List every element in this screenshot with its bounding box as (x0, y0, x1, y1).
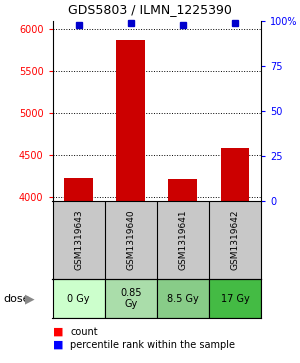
Text: GDS5803 / ILMN_1225390: GDS5803 / ILMN_1225390 (68, 3, 232, 16)
Text: ■: ■ (52, 327, 63, 337)
Bar (220, 147, 249, 201)
Text: percentile rank within the sample: percentile rank within the sample (70, 340, 236, 350)
Text: ▶: ▶ (25, 292, 35, 305)
Bar (209, 279, 261, 318)
Text: 17 Gy: 17 Gy (220, 294, 249, 303)
Text: GSM1319642: GSM1319642 (230, 210, 239, 270)
Text: 0 Gy: 0 Gy (67, 294, 90, 303)
Bar (64, 178, 93, 201)
Text: GSM1319641: GSM1319641 (178, 210, 187, 270)
Bar (157, 279, 209, 318)
Text: count: count (70, 327, 98, 337)
Text: dose: dose (3, 294, 29, 303)
Bar (169, 179, 197, 201)
Bar (52, 279, 105, 318)
Text: GSM1319643: GSM1319643 (74, 210, 83, 270)
Bar (116, 40, 145, 201)
Bar (105, 279, 157, 318)
Text: 0.85
Gy: 0.85 Gy (120, 288, 141, 309)
Text: GSM1319640: GSM1319640 (126, 210, 135, 270)
Text: 8.5 Gy: 8.5 Gy (167, 294, 199, 303)
Text: ■: ■ (52, 340, 63, 350)
